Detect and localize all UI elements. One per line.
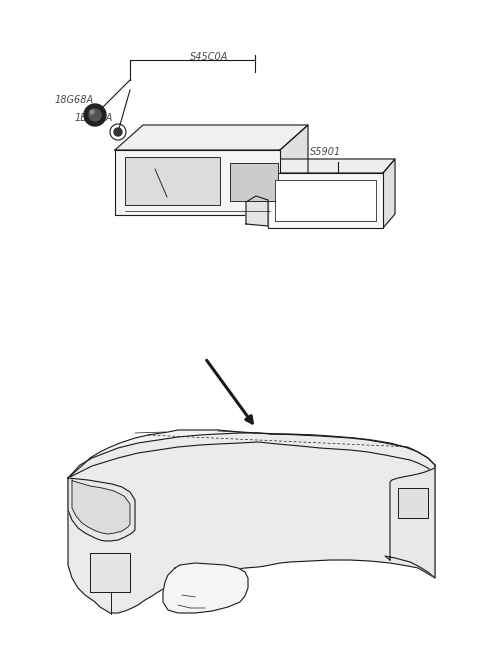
Circle shape bbox=[90, 110, 94, 114]
Polygon shape bbox=[68, 433, 435, 613]
Polygon shape bbox=[68, 430, 435, 478]
Polygon shape bbox=[115, 125, 308, 150]
Polygon shape bbox=[280, 125, 308, 215]
Polygon shape bbox=[268, 159, 395, 173]
Bar bbox=[125, 157, 220, 205]
Text: 18G68A: 18G68A bbox=[55, 95, 94, 105]
Polygon shape bbox=[90, 553, 130, 592]
Bar bbox=[115, 150, 280, 215]
Polygon shape bbox=[385, 468, 435, 578]
Polygon shape bbox=[398, 488, 428, 518]
Circle shape bbox=[89, 109, 101, 121]
Polygon shape bbox=[163, 563, 248, 613]
Bar bbox=[275, 180, 376, 221]
Text: 1B643A: 1B643A bbox=[75, 113, 113, 123]
Circle shape bbox=[84, 104, 106, 126]
Polygon shape bbox=[383, 159, 395, 228]
Bar bbox=[230, 163, 278, 201]
Polygon shape bbox=[280, 185, 302, 211]
Circle shape bbox=[114, 128, 122, 136]
Text: S5901: S5901 bbox=[310, 147, 341, 157]
Text: S45C0A: S45C0A bbox=[190, 52, 228, 62]
Bar bbox=[268, 173, 383, 228]
Polygon shape bbox=[72, 480, 130, 534]
Polygon shape bbox=[246, 196, 268, 226]
Polygon shape bbox=[68, 478, 135, 541]
